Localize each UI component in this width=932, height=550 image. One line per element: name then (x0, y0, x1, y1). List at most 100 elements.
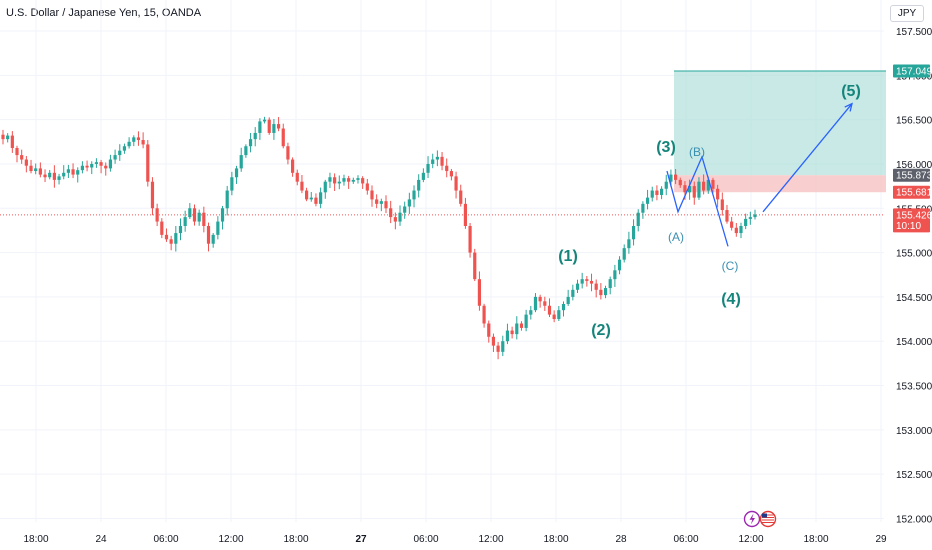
candle[interactable] (319, 187, 323, 209)
candle[interactable] (370, 185, 374, 207)
candle[interactable] (113, 149, 117, 164)
candle[interactable] (403, 201, 407, 219)
candle[interactable] (389, 200, 393, 224)
candle[interactable] (473, 248, 477, 282)
candle[interactable] (118, 144, 122, 161)
us-flag-icon[interactable] (759, 510, 777, 528)
candle[interactable] (608, 276, 612, 295)
candle[interactable] (496, 341, 500, 360)
candle[interactable] (585, 275, 589, 287)
candle[interactable] (10, 131, 14, 153)
candle[interactable] (38, 162, 42, 178)
candle[interactable] (244, 144, 248, 158)
candle[interactable] (155, 203, 159, 227)
candle[interactable] (85, 160, 89, 172)
candles[interactable] (1, 116, 757, 360)
candle[interactable] (603, 285, 608, 299)
elliott-wave-path[interactable] (666, 102, 853, 247)
candle[interactable] (48, 169, 52, 180)
candle[interactable] (295, 169, 299, 186)
candle[interactable] (272, 118, 276, 140)
candle[interactable] (417, 174, 421, 198)
candle[interactable] (613, 264, 617, 287)
candle[interactable] (99, 159, 103, 174)
candle[interactable] (440, 151, 444, 171)
candle[interactable] (636, 209, 640, 232)
candle[interactable] (575, 279, 580, 294)
candle[interactable] (169, 235, 173, 251)
candle[interactable] (281, 123, 285, 149)
candle[interactable] (491, 333, 496, 352)
candle[interactable] (94, 158, 99, 168)
candle[interactable] (673, 169, 678, 185)
candle[interactable] (487, 320, 491, 343)
candle[interactable] (622, 244, 626, 263)
candle[interactable] (90, 161, 94, 175)
candle[interactable] (127, 137, 131, 149)
candle[interactable] (192, 204, 197, 226)
lightning-icon[interactable] (743, 510, 761, 528)
candle[interactable] (1, 129, 5, 145)
candle[interactable] (57, 173, 61, 185)
candle[interactable] (225, 185, 229, 216)
candle[interactable] (183, 210, 187, 232)
candle[interactable] (730, 216, 734, 231)
candle[interactable] (744, 213, 748, 230)
candle[interactable] (122, 143, 127, 154)
candle[interactable] (692, 181, 696, 205)
candle[interactable] (239, 147, 243, 172)
candle[interactable] (734, 222, 738, 237)
candle[interactable] (412, 185, 416, 208)
candle[interactable] (501, 335, 505, 357)
candle[interactable] (543, 296, 547, 311)
candle[interactable] (515, 316, 519, 340)
candle[interactable] (248, 132, 253, 153)
candle[interactable] (384, 195, 388, 214)
candle[interactable] (188, 203, 192, 220)
candle[interactable] (220, 205, 225, 230)
candle[interactable] (580, 272, 584, 289)
candle[interactable] (267, 117, 271, 135)
candle[interactable] (202, 206, 206, 233)
candle[interactable] (328, 172, 332, 189)
candle[interactable] (309, 191, 313, 202)
candle[interactable] (449, 168, 453, 181)
currency-selector[interactable]: JPY (890, 5, 924, 22)
candle[interactable] (164, 228, 169, 242)
candle[interactable] (468, 222, 472, 258)
candle[interactable] (659, 186, 664, 200)
candle[interactable] (697, 177, 701, 200)
candle[interactable] (216, 216, 220, 240)
candle[interactable] (375, 194, 379, 209)
candle[interactable] (136, 131, 141, 146)
candle[interactable] (305, 187, 309, 202)
candle[interactable] (347, 175, 351, 189)
candle[interactable] (15, 145, 19, 163)
candle[interactable] (524, 309, 528, 332)
candle[interactable] (519, 321, 524, 331)
candle[interactable] (589, 273, 594, 292)
candle[interactable] (132, 135, 136, 147)
candle[interactable] (431, 153, 435, 169)
candle[interactable] (650, 186, 654, 202)
candle[interactable] (645, 189, 650, 210)
candle[interactable] (407, 192, 411, 214)
toolbar-icons[interactable] (743, 510, 777, 528)
candle[interactable] (230, 171, 234, 196)
candle[interactable] (725, 204, 729, 224)
candle[interactable] (104, 162, 108, 176)
candle[interactable] (62, 165, 66, 180)
candle[interactable] (678, 177, 682, 188)
candle[interactable] (351, 177, 355, 184)
candle[interactable] (108, 154, 113, 172)
candle[interactable] (286, 142, 290, 165)
candle[interactable] (24, 155, 28, 173)
candle[interactable] (276, 117, 281, 132)
candle[interactable] (393, 212, 397, 230)
candle[interactable] (337, 175, 341, 190)
candle[interactable] (300, 175, 304, 194)
candle[interactable] (631, 219, 636, 246)
candle[interactable] (435, 150, 439, 167)
